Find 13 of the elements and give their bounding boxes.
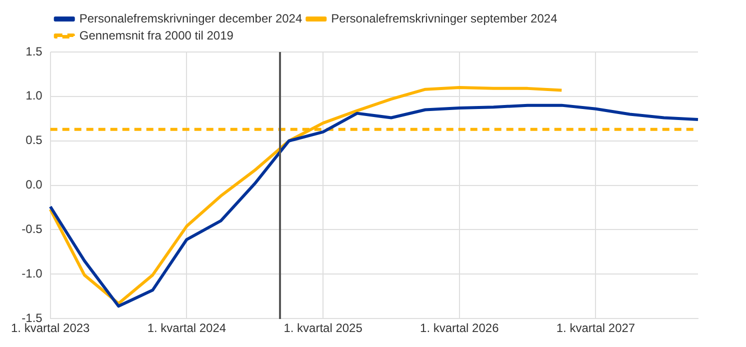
y-tick-label: 1.0 bbox=[26, 88, 43, 103]
legend-label: Gennemsnit fra 2000 til 2019 bbox=[79, 28, 234, 42]
x-tick-label: 1. kvartal 2027 bbox=[556, 321, 636, 336]
y-tick-label: 0.0 bbox=[26, 178, 43, 192]
y-tick-label: 1.5 bbox=[26, 44, 43, 58]
y-tick-label: -1.0 bbox=[22, 266, 43, 280]
y-tick-label: 0.5 bbox=[26, 133, 43, 148]
x-tick-label: 1. kvartal 2026 bbox=[420, 321, 500, 336]
x-tick-label: 1. kvartal 2024 bbox=[147, 321, 226, 336]
legend-label: Personalefremskrivninger december 2024 bbox=[79, 11, 302, 26]
x-tick-label: 1. kvartal 2025 bbox=[284, 321, 363, 336]
legend-label: Personalefremskrivninger september 2024 bbox=[331, 11, 558, 26]
y-tick-label: -0.5 bbox=[22, 222, 43, 236]
